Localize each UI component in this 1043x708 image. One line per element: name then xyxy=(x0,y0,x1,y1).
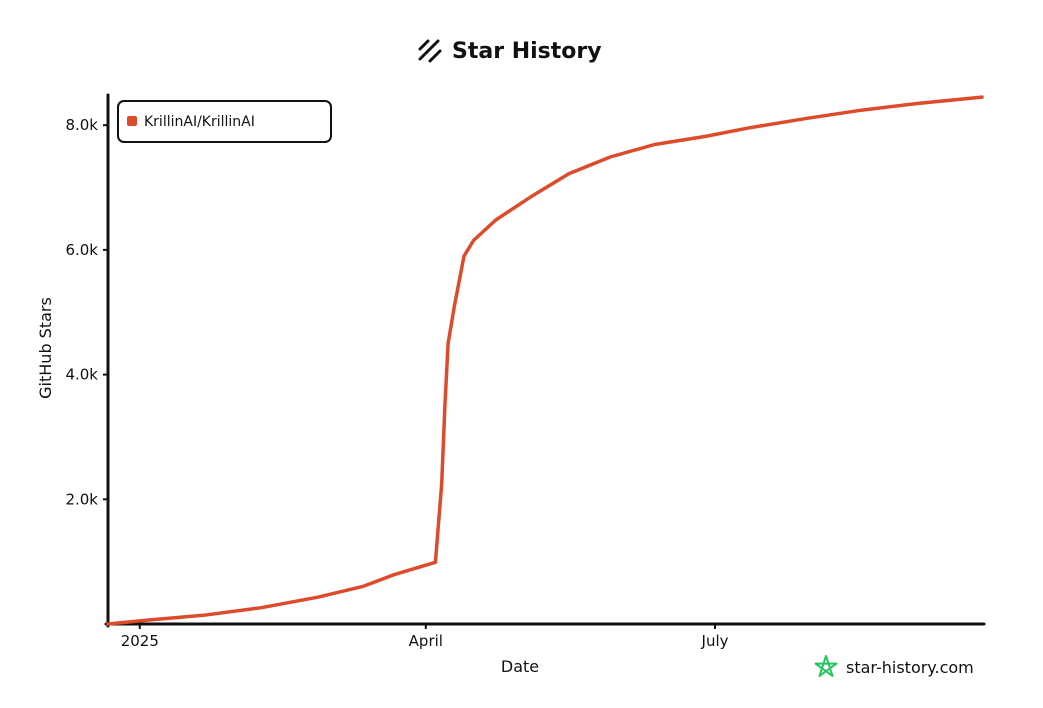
legend-label: KrillinAI/KrillinAI xyxy=(144,114,255,130)
star-outline-icon xyxy=(814,655,838,677)
chart-title: Star History xyxy=(452,39,602,64)
y-tick-label: 4.0k xyxy=(65,366,98,384)
y-tick-label: 2.0k xyxy=(65,490,98,508)
axis-ticks: 2.0k 4.0k 6.0k 8.0k 2025 April July xyxy=(65,116,728,650)
x-axis-label: Date xyxy=(501,657,539,676)
series-layer xyxy=(106,95,984,626)
star-history-logo-icon xyxy=(418,39,442,63)
watermark-text: star-history.com xyxy=(846,658,974,677)
y-tick-label: 6.0k xyxy=(65,241,98,259)
x-tick-label: July xyxy=(701,632,729,650)
watermark: star-history.com xyxy=(814,655,974,677)
y-tick-label: 8.0k xyxy=(65,116,98,134)
legend: KrillinAI/KrillinAI xyxy=(117,100,332,143)
legend-box xyxy=(117,100,332,143)
legend-swatch xyxy=(127,116,137,126)
y-axis-label: GitHub Stars xyxy=(36,297,55,399)
series-line xyxy=(106,95,984,626)
x-tick-label: April xyxy=(409,632,443,650)
chart-title-group: Star History xyxy=(418,39,602,64)
x-tick-label: 2025 xyxy=(121,632,159,650)
